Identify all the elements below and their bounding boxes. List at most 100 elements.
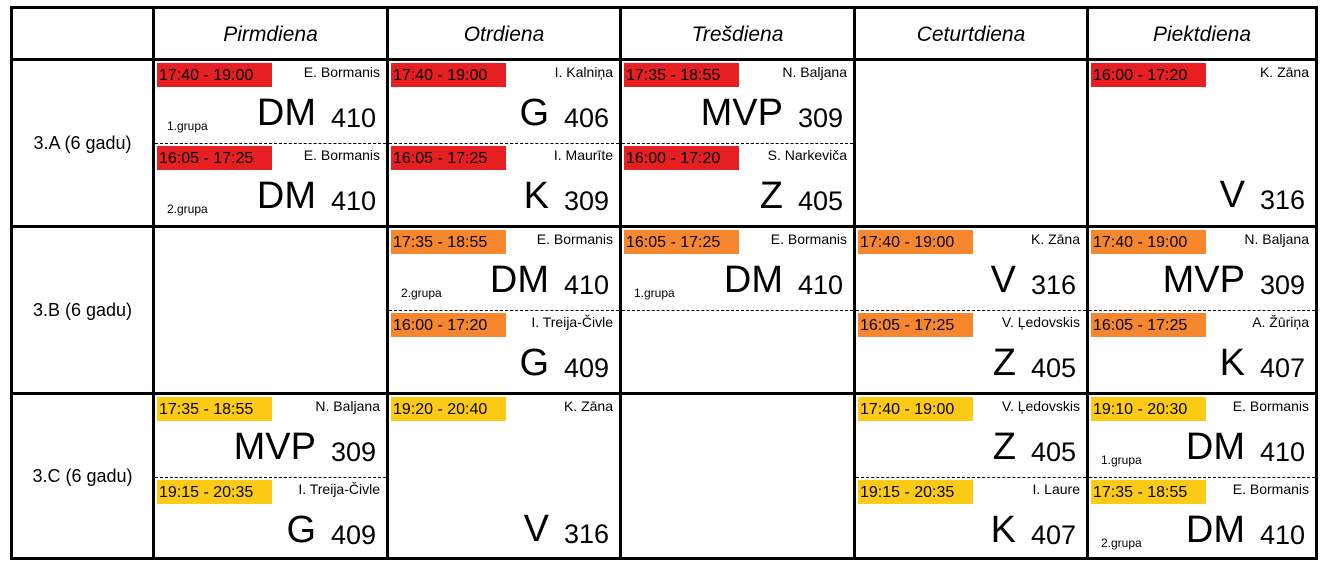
lesson-subject: DM: [256, 175, 316, 217]
lesson-teacher: E. Bormanis: [303, 64, 380, 80]
lesson-time: 16:05 - 17:25: [858, 313, 973, 337]
lesson-slot[interactable]: 19:15 - 20:35 I. Laure K 407: [856, 478, 1086, 557]
lesson-subject: Z: [759, 175, 783, 217]
lesson-time: 17:40 - 19:00: [1091, 230, 1206, 254]
day-header: Trešdiena: [691, 23, 784, 46]
lesson-teacher: K. Zāna: [1259, 64, 1309, 80]
lesson-room: 406: [563, 103, 609, 133]
lesson-subject: V: [1219, 174, 1245, 216]
lesson-subject: DM: [256, 92, 316, 134]
lesson-teacher: V. Ļedovskis: [1001, 314, 1080, 330]
lesson-room: 410: [330, 186, 376, 216]
lesson-subject: Z: [992, 342, 1016, 384]
lesson-time: 17:35 - 18:55: [624, 63, 739, 87]
lesson-slot[interactable]: 17:40 - 19:00 I. Kalniņa G 406: [389, 61, 619, 144]
grid-line: [10, 6, 1318, 9]
lesson-time: 17:40 - 19:00: [157, 63, 272, 87]
lesson-group: 2.grupa: [167, 202, 208, 216]
lesson-room: 309: [1259, 270, 1305, 300]
lesson-room: 405: [1030, 437, 1076, 467]
day-header: Piektdiena: [1152, 23, 1252, 46]
lesson-room: 405: [797, 186, 843, 216]
lesson-group: 1.grupa: [1101, 453, 1142, 467]
lesson-subject: MVP: [1162, 259, 1245, 301]
lesson-subject: MVP: [700, 92, 783, 134]
lesson-room: 410: [563, 270, 609, 300]
lesson-slot[interactable]: 17:35 - 18:55 E. Bormanis DM 410 2.grupa: [389, 228, 619, 311]
lesson-slot[interactable]: 17:35 - 18:55 N. Baljana MVP 309: [155, 395, 386, 478]
lesson-room: 407: [1259, 353, 1305, 383]
lesson-slot[interactable]: 17:40 - 19:00 E. Bormanis DM 410 1.grupa: [155, 61, 386, 144]
lesson-teacher: K. Zāna: [563, 398, 613, 414]
grid-line: [10, 6, 13, 560]
lesson-teacher: E. Bormanis: [536, 231, 613, 247]
lesson-teacher: V. Ļedovskis: [1001, 398, 1080, 414]
grid-line: [10, 225, 1318, 228]
lesson-room: 405: [1030, 353, 1076, 383]
lesson-slot[interactable]: 17:35 - 18:55 N. Baljana MVP 309: [622, 61, 853, 144]
lesson-room: 409: [330, 520, 376, 550]
grid-line: [10, 557, 1318, 560]
lesson-slot[interactable]: 16:05 - 17:25 E. Bormanis DM 410 2.grupa: [155, 144, 386, 225]
lesson-teacher: I. Kalniņa: [554, 64, 613, 80]
lesson-slot[interactable]: 19:15 - 20:35 I. Treija-Čivle G 409: [155, 478, 386, 557]
class-label: 3.B (6 gadu): [32, 299, 133, 320]
lesson-slot[interactable]: 17:40 - 19:00 V. Ļedovskis Z 405: [856, 395, 1086, 478]
lesson-room: 407: [1030, 520, 1076, 550]
lesson-subject: K: [990, 509, 1016, 551]
lesson-time: 17:35 - 18:55: [157, 397, 272, 421]
lesson-slot[interactable]: 16:00 - 17:20 S. Narkeviča Z 405: [622, 144, 853, 225]
lesson-slot[interactable]: 17:40 - 19:00 K. Zāna V 316: [856, 228, 1086, 311]
lesson-subject: V: [990, 259, 1016, 301]
lesson-subject: DM: [1185, 509, 1245, 551]
timetable: Pirmdiena Otrdiena Trešdiena Ceturtdiena…: [10, 6, 1318, 560]
lesson-slot[interactable]: 17:40 - 19:00 N. Baljana MVP 309: [1089, 228, 1315, 311]
lesson-teacher: N. Baljana: [782, 64, 847, 80]
lesson-room: 316: [563, 519, 609, 549]
lesson-time: 19:15 - 20:35: [157, 480, 272, 504]
lesson-slot[interactable]: 16:05 - 17:25 V. Ļedovskis Z 405: [856, 311, 1086, 392]
lesson-slot[interactable]: 19:10 - 20:30 E. Bormanis DM 410 1.grupa: [1089, 395, 1315, 478]
lesson-slot[interactable]: 19:20 - 20:40 K. Zāna V 316: [389, 395, 619, 557]
lesson-teacher: I. Laure: [1032, 481, 1080, 497]
lesson-time: 17:35 - 18:55: [1091, 480, 1206, 504]
lesson-subject: DM: [723, 259, 783, 301]
lesson-subject: MVP: [233, 426, 316, 468]
lesson-subject: G: [519, 342, 549, 384]
lesson-teacher: S. Narkeviča: [767, 147, 847, 163]
lesson-room: 309: [797, 103, 843, 133]
lesson-time: 19:10 - 20:30: [1091, 397, 1206, 421]
class-label: 3.C (6 gadu): [32, 465, 133, 486]
grid-line: [1315, 6, 1318, 560]
lesson-group: 1.grupa: [634, 286, 675, 300]
day-header: Pirmdiena: [223, 23, 318, 46]
lesson-teacher: N. Baljana: [1244, 231, 1309, 247]
lesson-room: 409: [563, 353, 609, 383]
lesson-teacher: A. Žūriņa: [1252, 314, 1309, 330]
grid-line: [386, 6, 389, 560]
lesson-slot[interactable]: 16:00 - 17:20 K. Zāna V 316: [1089, 61, 1315, 225]
lesson-room: 309: [330, 437, 376, 467]
day-header: Ceturtdiena: [916, 23, 1026, 46]
lesson-group: 2.grupa: [401, 286, 442, 300]
lesson-slot[interactable]: 16:00 - 17:20 I. Treija-Čivle G 409: [389, 311, 619, 392]
lesson-teacher: K. Zāna: [1030, 231, 1080, 247]
lesson-time: 17:40 - 19:00: [858, 230, 973, 254]
lesson-slot[interactable]: 16:05 - 17:25 A. Žūriņa K 407: [1089, 311, 1315, 392]
lesson-subject: K: [1219, 342, 1245, 384]
grid-line: [619, 6, 622, 560]
lesson-teacher: E. Bormanis: [1232, 481, 1309, 497]
lesson-time: 17:40 - 19:00: [858, 397, 973, 421]
lesson-time: 16:05 - 17:25: [157, 146, 272, 170]
lesson-subject: DM: [1185, 426, 1245, 468]
lesson-teacher: E. Bormanis: [770, 231, 847, 247]
lesson-teacher: N. Baljana: [315, 398, 380, 414]
lesson-subject: K: [523, 175, 549, 217]
lesson-slot[interactable]: 16:05 - 17:25 I. Maurīte K 309: [389, 144, 619, 225]
lesson-room: 316: [1259, 185, 1305, 215]
lesson-slot[interactable]: 16:05 - 17:25 E. Bormanis DM 410 1.grupa: [622, 228, 853, 311]
lesson-slot[interactable]: 17:35 - 18:55 E. Bormanis DM 410 2.grupa: [1089, 478, 1315, 557]
grid-line: [853, 6, 856, 560]
lesson-teacher: I. Treija-Čivle: [531, 314, 613, 330]
lesson-subject: G: [286, 509, 316, 551]
